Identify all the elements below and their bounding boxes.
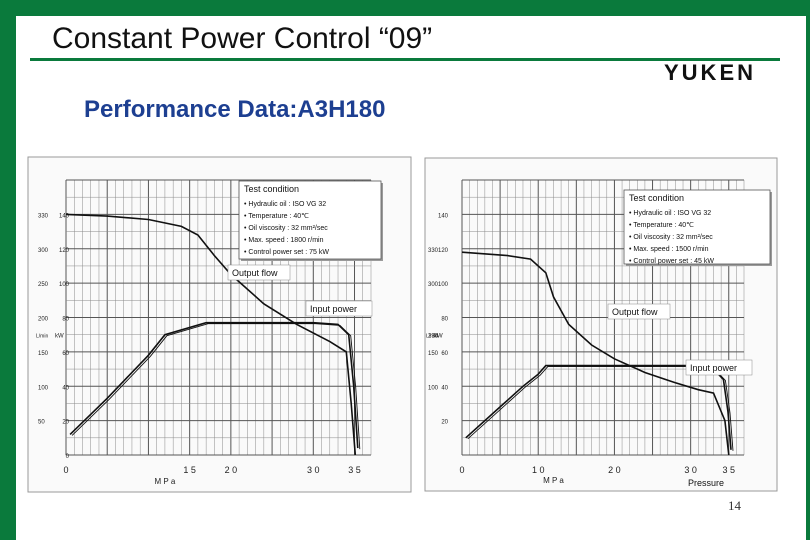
y-tick-label-power: 300 — [38, 248, 49, 254]
x-tick-label: 0 — [459, 465, 464, 475]
y-unit-flow: L/min — [426, 334, 438, 340]
slide-subtitle: Performance Data:A3H180 — [84, 96, 386, 123]
test-condition-line: • Control power set : 45 kW — [629, 258, 714, 265]
test-condition-box: Test condition • Hydraulic oil : ISO VG 3… — [238, 180, 383, 261]
y-tick-label-power: 300 — [428, 282, 439, 288]
input-power-annotation: Input power — [685, 359, 753, 376]
y-tick-label-flow: 140 — [59, 213, 70, 219]
y-tick-label-power: 100 — [428, 385, 439, 391]
x-tick-label: 0 — [63, 465, 68, 475]
y-tick-label-power: 200 — [38, 317, 49, 323]
x-tick-label: 1 0 — [532, 465, 545, 475]
y-tick-label-flow: 80 — [62, 317, 69, 323]
test-condition-line: • Max. speed : 1800 r/min — [244, 237, 324, 244]
x-axis-label: M P a — [543, 476, 564, 485]
test-condition-box: Test condition • Hydraulic oil : ISO VG 3… — [623, 189, 772, 266]
annotation-box — [607, 303, 671, 320]
output-flow-label: Output flow — [232, 268, 278, 278]
test-condition-heading: Test condition — [244, 184, 299, 194]
y-tick-label-power: 150 — [38, 351, 49, 357]
title-divider — [30, 58, 780, 61]
x-tick-label: 3 0 — [307, 465, 320, 475]
input-power-label: Input power — [310, 304, 357, 314]
test-condition-line: • Oil viscosity : 32 mm²/sec — [244, 225, 328, 232]
y-tick-label-power: 250 — [38, 282, 49, 288]
y-tick-label-power: 50 — [38, 420, 45, 426]
test-condition-panel — [238, 180, 382, 260]
y-tick-label-flow: 120 — [438, 248, 449, 254]
test-condition-panel — [623, 189, 771, 265]
y-tick-label-power: 100 — [38, 385, 49, 391]
y-tick-label-flow: 80 — [441, 317, 448, 323]
y-tick-label-flow: 100 — [59, 282, 70, 288]
y-tick-label-power: 330 — [38, 213, 49, 219]
y-tick-label-flow: 20 — [62, 420, 69, 426]
y-tick-label-flow: 40 — [441, 385, 448, 391]
x-tick-label: 3 0 — [684, 465, 697, 475]
y-tick-label-power: 330 — [428, 248, 439, 254]
test-condition-line: • Control power set : 75 kW — [244, 249, 329, 256]
annotation-box — [227, 264, 291, 281]
chart-right: 0 1 0 2 0 3 0 3 5 M P a 20 40 60 80 100 120 140 100 15… — [424, 157, 778, 492]
test-condition-line: • Temperature : 40℃ — [629, 222, 694, 229]
pressure-label: Pressure — [688, 478, 724, 488]
y-tick-label-flow: 140 — [438, 213, 449, 219]
input-power-label: Input power — [690, 363, 737, 373]
test-condition-line: • Hydraulic oil : ISO VG 32 — [244, 201, 326, 208]
y-tick-label-flow: 120 — [59, 248, 70, 254]
output-flow-annotation: Output flow — [227, 264, 291, 281]
test-condition-line: • Hydraulic oil : ISO VG 32 — [629, 210, 711, 217]
logo-text: YUKEN — [664, 62, 756, 84]
y-tick-label-flow: 60 — [441, 351, 448, 357]
y-tick-label-power: 230 — [428, 334, 439, 340]
test-condition-heading: Test condition — [629, 193, 684, 203]
y-unit-power: kW — [434, 334, 443, 340]
input-power-annotation: Input power — [305, 300, 373, 317]
y-tick-label-flow: 20 — [441, 420, 448, 426]
output-flow-line — [461, 251, 730, 456]
x-tick-label: 3 5 — [722, 465, 735, 475]
y-tick-label-flow: 60 — [62, 351, 69, 357]
x-tick-label: 1 5 — [183, 465, 196, 475]
test-condition-line: • Oil viscosity : 32 mm²/sec — [629, 234, 713, 241]
annotation-box — [685, 359, 753, 376]
company-logo: YUKEN — [664, 62, 756, 84]
input-power-line — [465, 364, 732, 450]
chart-left: 0 1 5 2 0 3 0 3 5 M P a 0 20 40 60 80 100 120 140 50 10… — [27, 156, 412, 493]
output-flow-annotation: Output flow — [607, 303, 671, 320]
y-tick-label-flow: 40 — [62, 385, 69, 391]
output-flow-label: Output flow — [612, 307, 658, 317]
x-tick-label: 3 5 — [348, 465, 361, 475]
x-axis-label: M P a — [155, 477, 176, 486]
x-tick-label: 2 0 — [608, 465, 621, 475]
x-tick-label: 2 0 — [225, 465, 238, 475]
y-tick-label-flow: 0 — [66, 454, 70, 460]
y-unit-flow: L/min — [36, 334, 48, 340]
y-unit-power: kW — [55, 334, 64, 340]
page-number: 14 — [728, 498, 741, 513]
y-tick-label-power: 150 — [428, 351, 439, 357]
test-condition-line: • Max. speed : 1500 r/min — [629, 246, 709, 253]
slide-title: Constant Power Control “09” — [52, 22, 433, 55]
annotation-box — [305, 300, 373, 317]
input-power-line-secondary — [467, 366, 734, 451]
input-power-line — [69, 321, 359, 449]
input-power-line-secondary — [71, 323, 361, 450]
test-condition-line: • Temperature : 40℃ — [244, 213, 309, 220]
y-tick-label-flow: 100 — [438, 282, 449, 288]
